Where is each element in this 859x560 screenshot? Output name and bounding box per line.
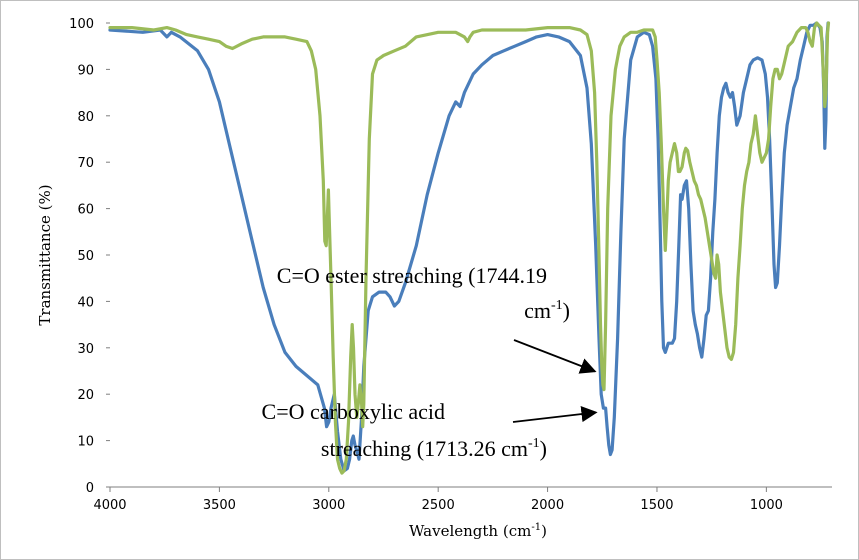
series-group xyxy=(108,21,831,475)
x-axis-label-sup: -1 xyxy=(531,522,541,533)
x-tick-label: 2000 xyxy=(531,498,564,513)
y-tick-label: 100 xyxy=(69,17,94,32)
spectrum-line-2 xyxy=(108,21,831,475)
annotation-2-arrow xyxy=(512,406,598,423)
x-tick-label: 3500 xyxy=(203,498,236,513)
x-axis-label-tail: ) xyxy=(541,522,547,540)
y-tick-label: 30 xyxy=(77,342,94,357)
annotation-1-arrow xyxy=(513,339,597,374)
y-tick-label: 80 xyxy=(77,110,94,125)
y-tick-label: 0 xyxy=(86,481,94,496)
x-tick-label: 4000 xyxy=(93,498,126,513)
x-tick-label: 1000 xyxy=(750,498,783,513)
x-tick-label: 1500 xyxy=(640,498,673,513)
y-tick-label: 70 xyxy=(77,156,94,171)
x-axis-label-main: Wavelength (cm xyxy=(409,522,531,540)
annotation-2-line1: C=O carboxylic acid xyxy=(262,399,445,424)
y-tick-label: 60 xyxy=(77,203,94,218)
axes-group: 4000 3500 3000 2500 2000 1500 1000 0 10 20 30 40 50 6… xyxy=(69,17,832,513)
y-tick-label: 50 xyxy=(77,249,94,264)
y-tick-label: 40 xyxy=(77,295,94,310)
y-tick-label: 90 xyxy=(77,63,94,78)
annotation-1-line1: C=O ester streaching (1744.19 xyxy=(277,263,547,288)
annotation-1-line2: cm-1) xyxy=(524,298,570,323)
annotation-2-line2: streaching (1713.26 cm-1) xyxy=(321,436,547,461)
y-tick-label: 10 xyxy=(77,435,94,450)
y-tick-label: 20 xyxy=(77,388,94,403)
x-tick-label: 2500 xyxy=(422,498,455,513)
spectrum-line-1 xyxy=(108,21,830,473)
y-axis-label: Transmittance (%) xyxy=(36,184,54,325)
x-tick-label: 3000 xyxy=(312,498,345,513)
x-axis-label: Wavelength (cm-1) xyxy=(409,522,547,540)
annotations-group: C=O ester streaching (1744.19 cm-1) C=O ca… xyxy=(262,263,598,461)
